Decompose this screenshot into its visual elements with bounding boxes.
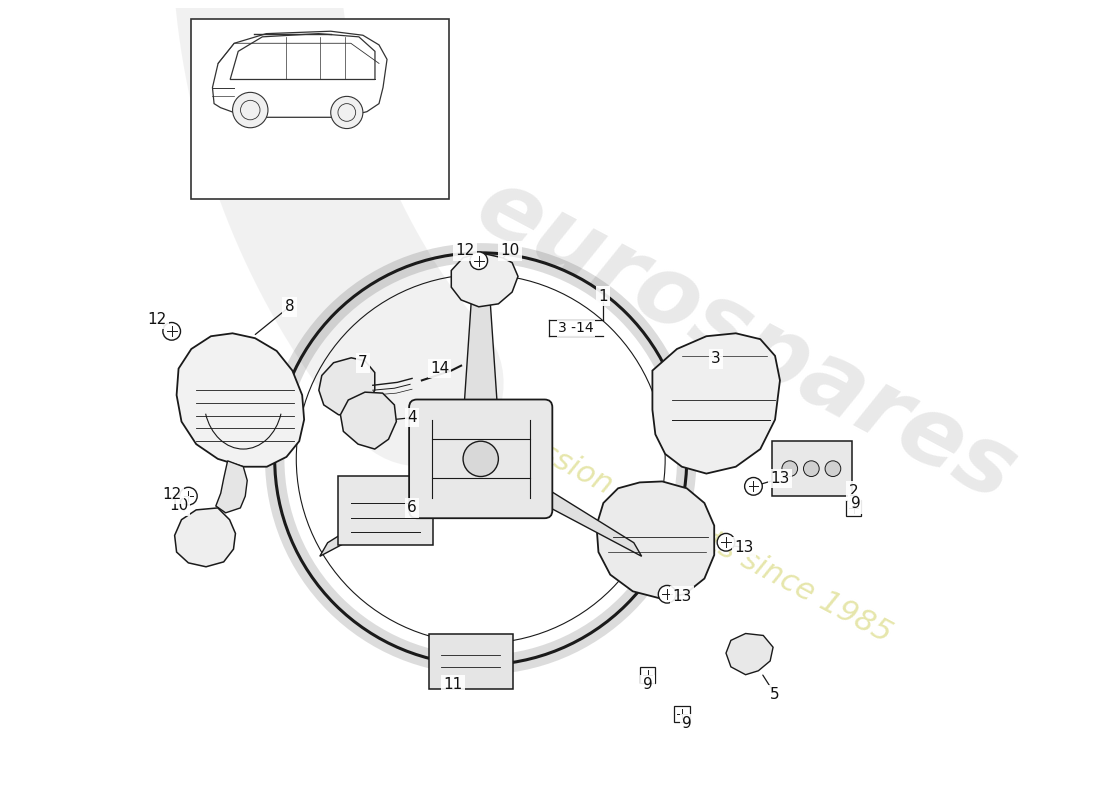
Polygon shape bbox=[726, 634, 773, 674]
Text: 2: 2 bbox=[849, 484, 858, 498]
Polygon shape bbox=[463, 278, 498, 422]
Text: 4: 4 bbox=[407, 410, 417, 425]
Circle shape bbox=[782, 461, 797, 477]
FancyBboxPatch shape bbox=[339, 475, 432, 545]
Text: 14: 14 bbox=[430, 361, 449, 376]
Circle shape bbox=[232, 92, 268, 128]
Circle shape bbox=[470, 252, 487, 270]
Text: 9: 9 bbox=[850, 497, 860, 511]
Text: a passion for parts since 1985: a passion for parts since 1985 bbox=[476, 406, 898, 649]
Text: 13: 13 bbox=[770, 471, 790, 486]
Circle shape bbox=[803, 461, 820, 477]
Polygon shape bbox=[504, 462, 641, 556]
FancyBboxPatch shape bbox=[772, 442, 851, 496]
Text: 8: 8 bbox=[285, 299, 294, 314]
Text: 3: 3 bbox=[712, 351, 722, 366]
Text: 13: 13 bbox=[734, 540, 754, 554]
FancyBboxPatch shape bbox=[846, 500, 861, 516]
Circle shape bbox=[163, 322, 180, 340]
Polygon shape bbox=[451, 253, 518, 306]
Circle shape bbox=[745, 478, 762, 495]
Circle shape bbox=[463, 442, 498, 477]
Polygon shape bbox=[652, 334, 780, 474]
FancyBboxPatch shape bbox=[429, 634, 513, 690]
Polygon shape bbox=[175, 508, 235, 566]
Polygon shape bbox=[216, 461, 248, 513]
Text: 10: 10 bbox=[500, 243, 520, 258]
Circle shape bbox=[717, 534, 735, 551]
Text: 1: 1 bbox=[598, 289, 608, 303]
Circle shape bbox=[658, 586, 676, 603]
Circle shape bbox=[179, 487, 197, 505]
Text: 9: 9 bbox=[682, 716, 692, 731]
Text: 5: 5 bbox=[770, 687, 780, 702]
Circle shape bbox=[331, 96, 363, 129]
Text: 3 -14: 3 -14 bbox=[558, 322, 594, 335]
Text: 9: 9 bbox=[642, 677, 652, 692]
Text: 13: 13 bbox=[672, 589, 692, 604]
Text: 11: 11 bbox=[443, 677, 463, 692]
Text: eurospares: eurospares bbox=[460, 160, 1031, 522]
Text: 7: 7 bbox=[359, 355, 367, 370]
Polygon shape bbox=[319, 358, 375, 416]
Text: 12: 12 bbox=[162, 486, 182, 502]
Circle shape bbox=[436, 414, 526, 504]
Text: 12: 12 bbox=[147, 312, 166, 327]
Text: 12: 12 bbox=[455, 243, 475, 258]
Bar bbox=[191, 19, 449, 199]
Text: 10: 10 bbox=[169, 498, 188, 514]
FancyBboxPatch shape bbox=[640, 667, 656, 682]
FancyBboxPatch shape bbox=[674, 706, 690, 722]
Polygon shape bbox=[596, 482, 714, 598]
Polygon shape bbox=[320, 462, 458, 556]
Text: 6: 6 bbox=[407, 501, 417, 515]
Polygon shape bbox=[340, 392, 396, 449]
Circle shape bbox=[825, 461, 840, 477]
FancyBboxPatch shape bbox=[409, 399, 552, 518]
Polygon shape bbox=[177, 334, 304, 466]
